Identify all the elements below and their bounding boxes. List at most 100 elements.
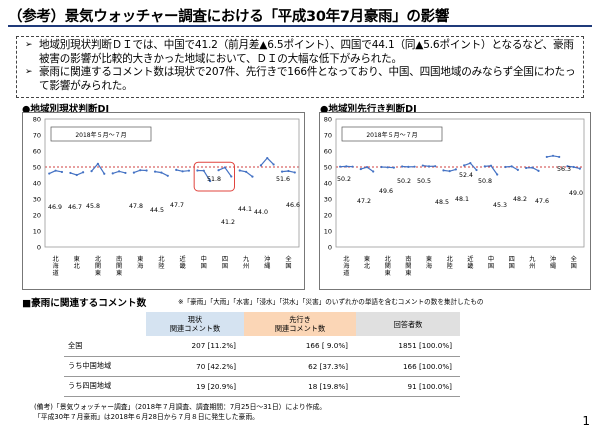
- category-label-char: 全: [571, 255, 578, 263]
- table-header-current: 現状 関連コメント数: [146, 312, 244, 336]
- y-tick-label: 50: [33, 164, 41, 172]
- category-label: 北関東: [385, 255, 392, 277]
- table-cell-respondents: 166 [100.0%]: [356, 356, 460, 377]
- current-di-chart-svg: 010203040506070802018年５月～７月北海道東北北関東南関東東海…: [33, 116, 300, 278]
- section-title-comments: ■豪雨に関連するコメント数: [22, 298, 147, 309]
- y-tick-label: 30: [33, 196, 41, 204]
- category-label-char: 北: [364, 262, 371, 270]
- category-label-char: 関: [405, 263, 411, 270]
- y-tick-label: 0: [37, 244, 41, 252]
- series-point: [75, 173, 78, 177]
- category-label: 九州: [243, 255, 250, 270]
- series-point: [139, 169, 142, 172]
- category-label: 北関東: [95, 255, 102, 277]
- table-cell-current: 19 [20.9%]: [146, 376, 244, 397]
- legend-text: 2018年５月～７月: [75, 131, 126, 139]
- category-label-char: 畿: [467, 262, 473, 270]
- series-point: [175, 168, 178, 171]
- table-cell-region: うち四国地域: [64, 376, 146, 397]
- series-point: [421, 164, 424, 167]
- category-label: 九州: [529, 255, 536, 270]
- y-tick-label: 80: [33, 116, 41, 124]
- data-label: 56.3: [557, 166, 571, 173]
- data-label: 44.1: [238, 206, 252, 213]
- series-point: [510, 165, 513, 168]
- category-label-char: 海: [426, 262, 432, 270]
- category-label-char: 北: [74, 262, 81, 270]
- summary-text-1: 地域別現状判断ＤＩでは、中国で41.2（前月差▲6.5ポイント）、四国で44.1…: [39, 39, 574, 65]
- series-point: [132, 171, 135, 174]
- data-label: 45.3: [493, 202, 507, 209]
- data-label: 51.6: [276, 176, 290, 183]
- category-label-char: 北: [95, 255, 102, 263]
- series-point: [103, 172, 106, 175]
- category-label-char: 近: [179, 255, 185, 263]
- category-label-char: 北: [447, 255, 454, 263]
- data-label: 45.8: [86, 203, 100, 210]
- summary-item: ➢ 豪雨に関連するコメント数は現状で207件、先行きで166件となっており、中国…: [25, 66, 577, 93]
- category-label-char: 関: [95, 263, 101, 270]
- category-label: 近畿: [467, 255, 473, 270]
- category-label: 沖縄: [550, 255, 556, 270]
- footnote-1: (備考)「景気ウォッチャー調査」（2018年７月調査、調査期間：7月25日～31…: [34, 403, 327, 411]
- category-label-char: 南: [116, 255, 122, 263]
- table-cell-future: 62 [37.3%]: [244, 356, 356, 377]
- category-label-char: 近: [467, 255, 473, 263]
- series-point: [359, 167, 362, 171]
- series-point: [572, 165, 575, 169]
- category-label-char: 中: [201, 255, 207, 263]
- series-point: [244, 170, 248, 173]
- category-label-char: 縄: [264, 262, 270, 270]
- series-point: [160, 171, 163, 174]
- category-label: 北海道: [343, 255, 350, 277]
- data-label: 52.4: [459, 172, 473, 179]
- series-point: [166, 174, 169, 177]
- plot-area: [335, 118, 585, 248]
- category-label: 全国: [571, 255, 578, 270]
- series-point: [293, 171, 296, 174]
- series-point: [82, 171, 85, 174]
- series-line-10: [260, 157, 275, 166]
- series-point: [117, 170, 121, 173]
- category-label-char: 東: [137, 255, 143, 263]
- category-label-char: 九: [243, 255, 250, 263]
- series-point: [181, 170, 184, 173]
- data-label: 47.2: [357, 198, 371, 205]
- y-tick-label: 0: [328, 244, 332, 252]
- series-point: [48, 172, 51, 175]
- category-label-char: 国: [571, 263, 577, 270]
- table-header-future-text: 先行き 関連コメント数: [274, 315, 326, 333]
- section-title-current: ●地域別現状判断DI: [22, 104, 110, 115]
- series-point: [217, 169, 220, 172]
- series-point: [259, 164, 262, 167]
- category-label: 全国: [285, 255, 292, 270]
- category-label-char: 東: [426, 255, 432, 263]
- data-label: 48.1: [455, 196, 469, 203]
- y-tick-label: 70: [324, 132, 332, 140]
- category-label: 南関東: [116, 255, 122, 277]
- category-label-char: 北: [52, 255, 59, 263]
- category-label-char: 沖: [550, 255, 556, 263]
- category-label-char: 沖: [264, 255, 270, 263]
- series-point: [392, 166, 395, 169]
- category-label-char: 海: [52, 262, 58, 270]
- current-di-chart: 0 10 20 30 40 50 60 70 80 2018年５月～７月 北海道 東北 北関東 南関東 東海…: [22, 112, 305, 290]
- summary-item: ➢ 地域別現状判断ＤＩでは、中国で41.2（前月差▲6.5ポイント）、四国で44…: [25, 39, 577, 66]
- series-point: [365, 166, 369, 169]
- y-tick-label: 10: [324, 228, 332, 236]
- category-label: 四国: [509, 256, 515, 270]
- category-label-char: 東: [95, 269, 101, 277]
- category-label-char: 北: [158, 255, 165, 263]
- category-label-char: 畿: [179, 262, 185, 270]
- data-label: 41.2: [221, 219, 235, 226]
- category-label: 南関東: [405, 255, 411, 277]
- series-point: [230, 175, 233, 178]
- table-cell-current: 207 [11.2%]: [146, 336, 244, 357]
- comment-count-table: 現状 関連コメント数 先行き 関連コメント数 回答者数 全国 207 [11.2%]…: [64, 312, 460, 397]
- series-point: [351, 165, 354, 168]
- category-label-char: 東: [405, 269, 411, 277]
- data-label: 51.8: [207, 176, 221, 183]
- series-point: [401, 165, 404, 168]
- series-point: [545, 155, 548, 159]
- series-point: [266, 156, 269, 160]
